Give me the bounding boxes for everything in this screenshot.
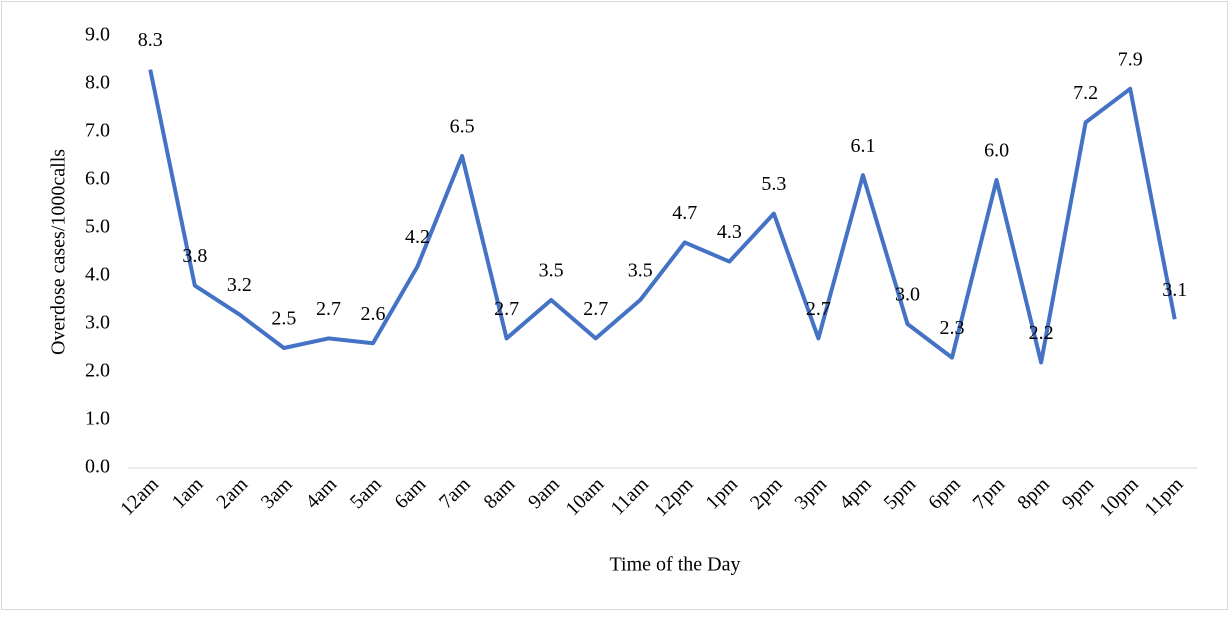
data-label: 3.0 <box>895 284 920 306</box>
data-label: 2.7 <box>583 298 608 320</box>
data-label: 7.2 <box>1073 82 1098 104</box>
y-tick-label: 6.0 <box>85 168 110 190</box>
data-label: 3.5 <box>539 260 564 282</box>
data-label: 8.3 <box>138 29 163 51</box>
y-tick-label: 8.0 <box>85 72 110 94</box>
data-label: 6.1 <box>850 135 875 157</box>
data-label: 2.2 <box>1029 322 1054 344</box>
y-tick-label: 5.0 <box>85 216 110 238</box>
y-tick-label: 3.0 <box>85 312 110 334</box>
data-label: 2.6 <box>360 303 385 325</box>
data-label: 2.7 <box>316 298 341 320</box>
data-label: 4.7 <box>672 202 697 224</box>
data-label: 2.7 <box>806 298 831 320</box>
x-axis-title: Time of the Day <box>610 554 741 576</box>
y-tick-label: 0.0 <box>85 456 110 478</box>
y-tick-label: 2.0 <box>85 360 110 382</box>
data-label: 2.5 <box>271 308 296 330</box>
data-label: 3.1 <box>1162 279 1187 301</box>
data-label: 2.3 <box>940 317 965 339</box>
y-tick-label: 9.0 <box>85 24 110 46</box>
y-tick-label: 7.0 <box>85 120 110 142</box>
data-label: 3.2 <box>227 274 252 296</box>
data-label: 2.7 <box>494 298 519 320</box>
y-tick-label: 1.0 <box>85 408 110 430</box>
data-label: 6.0 <box>984 140 1009 162</box>
data-label: 6.5 <box>450 116 475 138</box>
data-label: 4.2 <box>405 226 430 248</box>
y-axis-title: Overdose cases/1000calls <box>48 149 70 355</box>
series-line <box>148 69 1177 365</box>
data-label: 4.3 <box>717 221 742 243</box>
data-label: 3.5 <box>628 260 653 282</box>
data-label: 3.8 <box>182 245 207 267</box>
y-tick-label: 4.0 <box>85 264 110 286</box>
data-label: 7.9 <box>1118 48 1143 70</box>
data-label: 5.3 <box>761 173 786 195</box>
